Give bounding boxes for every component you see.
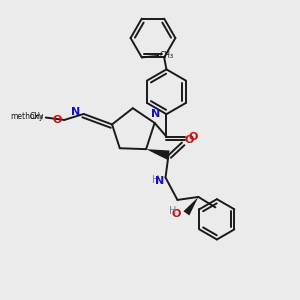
Text: H: H	[152, 175, 159, 185]
Text: N: N	[152, 109, 161, 119]
Text: O: O	[52, 115, 62, 125]
Polygon shape	[184, 197, 198, 215]
Polygon shape	[146, 149, 170, 160]
Text: CH₃: CH₃	[160, 51, 174, 60]
Text: H: H	[169, 206, 176, 216]
Text: N: N	[71, 107, 80, 118]
Text: O: O	[184, 135, 194, 145]
Text: CH₃: CH₃	[29, 112, 44, 121]
Text: O: O	[188, 132, 198, 142]
Text: N: N	[155, 176, 164, 185]
Text: methoxy: methoxy	[10, 112, 43, 121]
Text: O: O	[172, 209, 181, 219]
